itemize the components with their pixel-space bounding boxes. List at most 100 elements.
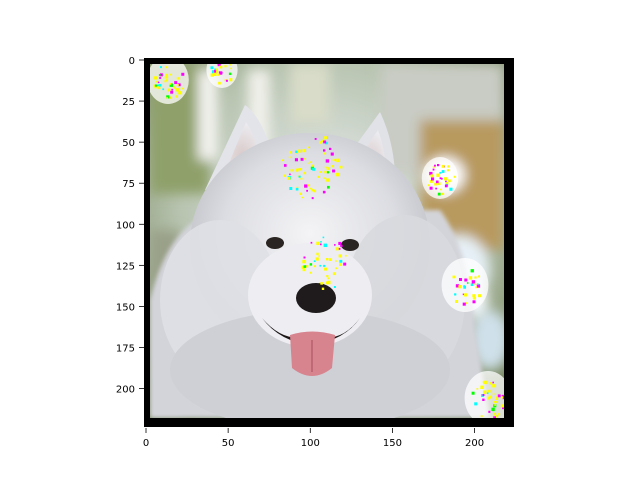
overlay-speck: [323, 177, 325, 179]
overlay-speck: [466, 282, 469, 284]
overlay-speck: [308, 162, 310, 165]
overlay-speck: [169, 83, 173, 87]
overlay-speck: [497, 413, 500, 416]
overlay-speck: [157, 84, 159, 87]
overlay-speck: [315, 257, 319, 261]
overlay-speck: [476, 284, 481, 288]
overlay-speck: [290, 169, 293, 172]
overlay-speck: [449, 187, 453, 191]
overlay-speck: [327, 277, 330, 280]
overlay-speck: [445, 182, 449, 186]
overlay-speck: [444, 184, 448, 188]
overlay-speck: [324, 267, 327, 271]
overlay-speck: [320, 241, 322, 243]
overlay-speck: [310, 241, 313, 244]
overlay-speck: [164, 76, 167, 79]
overlay-speck: [289, 173, 291, 176]
overlay-speck: [478, 294, 481, 298]
overlay-speck: [327, 185, 330, 189]
overlay-speck: [482, 394, 485, 396]
overlay-speck: [475, 286, 478, 289]
overlay-speck: [302, 268, 306, 272]
overlay-speck: [313, 189, 316, 193]
overlay-speck: [455, 284, 460, 288]
overlay-speck: [434, 182, 437, 186]
overlay-speck: [322, 190, 326, 194]
overlay-speck: [296, 186, 299, 189]
overlay-speck: [157, 86, 161, 90]
overlay-speck: [482, 381, 485, 383]
overlay-halo: [441, 258, 489, 312]
right-eye: [341, 239, 359, 251]
overlay-speck: [323, 149, 326, 152]
overlay-speck: [326, 167, 330, 170]
overlay-speck: [169, 73, 172, 76]
overlay-speck: [343, 262, 347, 266]
overlay-speck: [219, 65, 223, 69]
overlay-speck: [338, 241, 342, 245]
overlay-speck: [303, 256, 306, 259]
overlay-speck: [335, 260, 337, 262]
overlay-speck: [298, 175, 301, 178]
overlay-speck: [344, 254, 347, 257]
overlay-speck: [472, 300, 476, 304]
overlay-speck: [486, 392, 489, 394]
overlay-speck: [165, 66, 168, 69]
overlay-speck: [319, 171, 322, 173]
overlay-speck: [301, 196, 304, 199]
overlay-speck: [502, 406, 504, 410]
overlay-speck: [495, 398, 498, 400]
overlay-speck: [326, 178, 330, 182]
overlay-speck: [230, 67, 232, 70]
overlay-speck: [307, 184, 310, 187]
overlay-speck: [160, 66, 162, 69]
overlay-speck: [159, 77, 161, 79]
overlay-speck: [435, 187, 437, 190]
overlay-speck: [324, 170, 327, 174]
overlay-speck: [487, 389, 491, 393]
overlay-speck: [229, 78, 233, 82]
overlay-speck: [447, 165, 450, 168]
overlay-speck: [477, 283, 479, 285]
dog-nose: [296, 283, 336, 313]
overlay-speck: [312, 167, 316, 171]
overlay-speck: [313, 260, 316, 262]
overlay-speck: [323, 243, 327, 247]
overlay-speck: [495, 396, 498, 400]
overlay-speck: [326, 171, 330, 174]
y-tick-label: 100: [116, 220, 135, 231]
overlay-speck: [439, 171, 442, 174]
overlay-speck: [332, 272, 336, 276]
overlay-speck: [437, 164, 440, 167]
overlay-speck: [211, 70, 215, 74]
overlay-speck: [157, 81, 160, 84]
overlay-speck: [295, 168, 299, 172]
overlay-speck: [173, 86, 176, 89]
overlay-speck: [323, 140, 327, 144]
overlay-speck: [294, 158, 298, 162]
overlay-speck: [492, 393, 495, 395]
overlay-speck: [438, 183, 441, 185]
overlay-speck: [288, 156, 291, 159]
overlay-speck: [300, 177, 303, 180]
overlay-speck: [473, 297, 476, 300]
overlay-speck: [321, 287, 325, 290]
overlay-speck: [297, 175, 299, 177]
overlay-speck: [478, 275, 480, 278]
overlay-speck: [177, 83, 181, 87]
overlay-halo: [206, 64, 238, 88]
overlay-speck: [311, 164, 314, 167]
overlay-speck: [489, 382, 493, 385]
overlay-speck: [314, 138, 317, 140]
overlay-speck: [295, 150, 298, 153]
overlay-speck: [453, 175, 456, 178]
overlay-speck: [153, 76, 157, 80]
overlay-speck: [330, 165, 334, 168]
overlay-speck: [471, 391, 475, 395]
y-tick-label: 200: [116, 385, 135, 396]
overlay-speck: [214, 68, 216, 71]
overlay-speck: [463, 293, 468, 297]
overlay-speck: [162, 88, 165, 91]
overlay-speck: [171, 88, 173, 91]
overlay-speck: [295, 187, 299, 191]
